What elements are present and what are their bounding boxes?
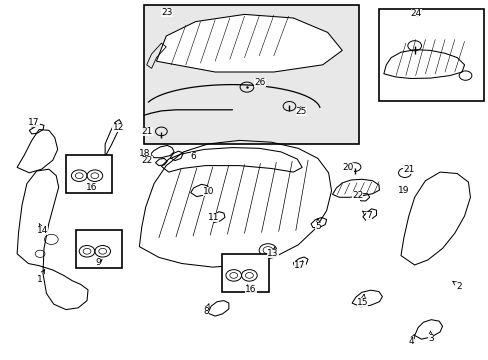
- Text: 2: 2: [452, 281, 461, 291]
- Text: 25: 25: [295, 107, 306, 116]
- Text: 26: 26: [254, 78, 265, 87]
- Text: 15: 15: [356, 294, 368, 307]
- Text: 13: 13: [266, 247, 278, 258]
- Text: 21: 21: [403, 165, 414, 174]
- Bar: [222, 254, 268, 292]
- Text: 19: 19: [397, 186, 409, 194]
- Text: 11: 11: [207, 213, 219, 222]
- Text: 22: 22: [142, 156, 153, 165]
- Polygon shape: [383, 50, 464, 78]
- Text: 9: 9: [95, 258, 102, 267]
- Text: 1: 1: [37, 270, 44, 284]
- Text: 12: 12: [112, 123, 123, 132]
- Text: 8: 8: [203, 304, 209, 316]
- Text: 17: 17: [28, 118, 40, 127]
- Text: 16: 16: [85, 183, 97, 192]
- Text: 4: 4: [407, 334, 414, 346]
- Text: 18: 18: [139, 149, 151, 158]
- Text: 10: 10: [203, 187, 214, 196]
- Bar: [66, 155, 112, 193]
- Text: 3: 3: [427, 331, 433, 343]
- Text: 21: 21: [141, 127, 152, 136]
- Bar: [76, 230, 122, 268]
- Text: 6: 6: [190, 152, 196, 161]
- Polygon shape: [156, 14, 342, 72]
- Text: 17: 17: [293, 261, 305, 270]
- Text: 20: 20: [342, 163, 353, 172]
- Bar: [144, 5, 359, 144]
- Bar: [378, 9, 483, 101]
- Text: 7: 7: [362, 211, 371, 220]
- Text: 23: 23: [161, 8, 172, 17]
- Text: 22: 22: [351, 191, 363, 199]
- Text: 16: 16: [244, 285, 256, 294]
- Text: 24: 24: [410, 9, 421, 18]
- Text: 14: 14: [37, 223, 48, 235]
- Text: 5: 5: [315, 219, 321, 231]
